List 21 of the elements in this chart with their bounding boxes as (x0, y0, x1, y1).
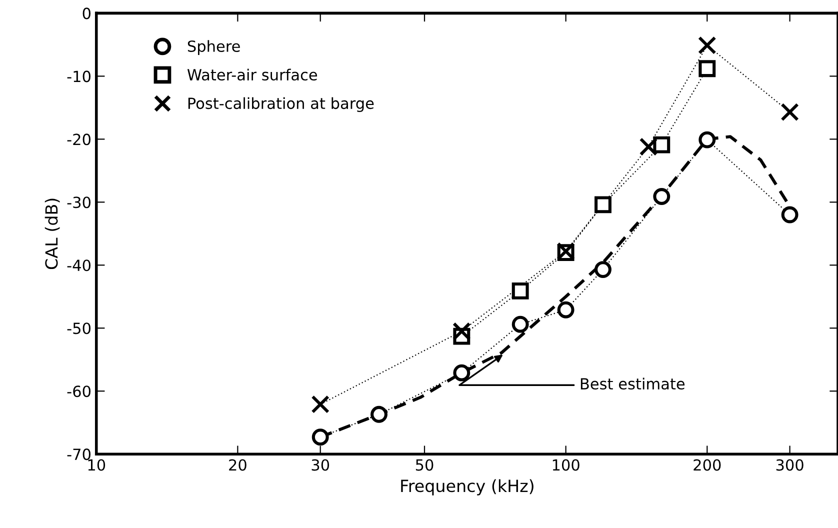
x-axis-title: Frequency (kHz) (401, 479, 534, 496)
x-tick-label: 300 (776, 459, 804, 471)
y-tick-label: -40 (67, 260, 90, 272)
y-tick-label: -50 (67, 322, 90, 334)
y-tick-label: -30 (67, 196, 90, 208)
y-tick-label: -20 (67, 134, 90, 146)
annotation: Best estimate (580, 378, 685, 390)
x-tick-label: 50 (416, 459, 434, 471)
y-tick-label: -60 (67, 386, 90, 398)
x-tick-label: 10 (88, 459, 106, 471)
y-tick-label: -70 (67, 448, 90, 460)
x-tick-label: 200 (694, 459, 721, 471)
y-tick-label: -10 (67, 70, 90, 82)
legend-label: Sphere (188, 40, 240, 55)
x-tick-label: 100 (552, 459, 580, 471)
y-axis-title: CAL (dB) (44, 198, 60, 270)
x-tick-label: 30 (312, 459, 330, 471)
legend-label: Water-air surface (187, 68, 318, 81)
x-tick-label: 20 (229, 459, 246, 471)
legend-label: Post-calibration at barge (188, 97, 374, 112)
y-tick-label: 0 (82, 8, 90, 20)
